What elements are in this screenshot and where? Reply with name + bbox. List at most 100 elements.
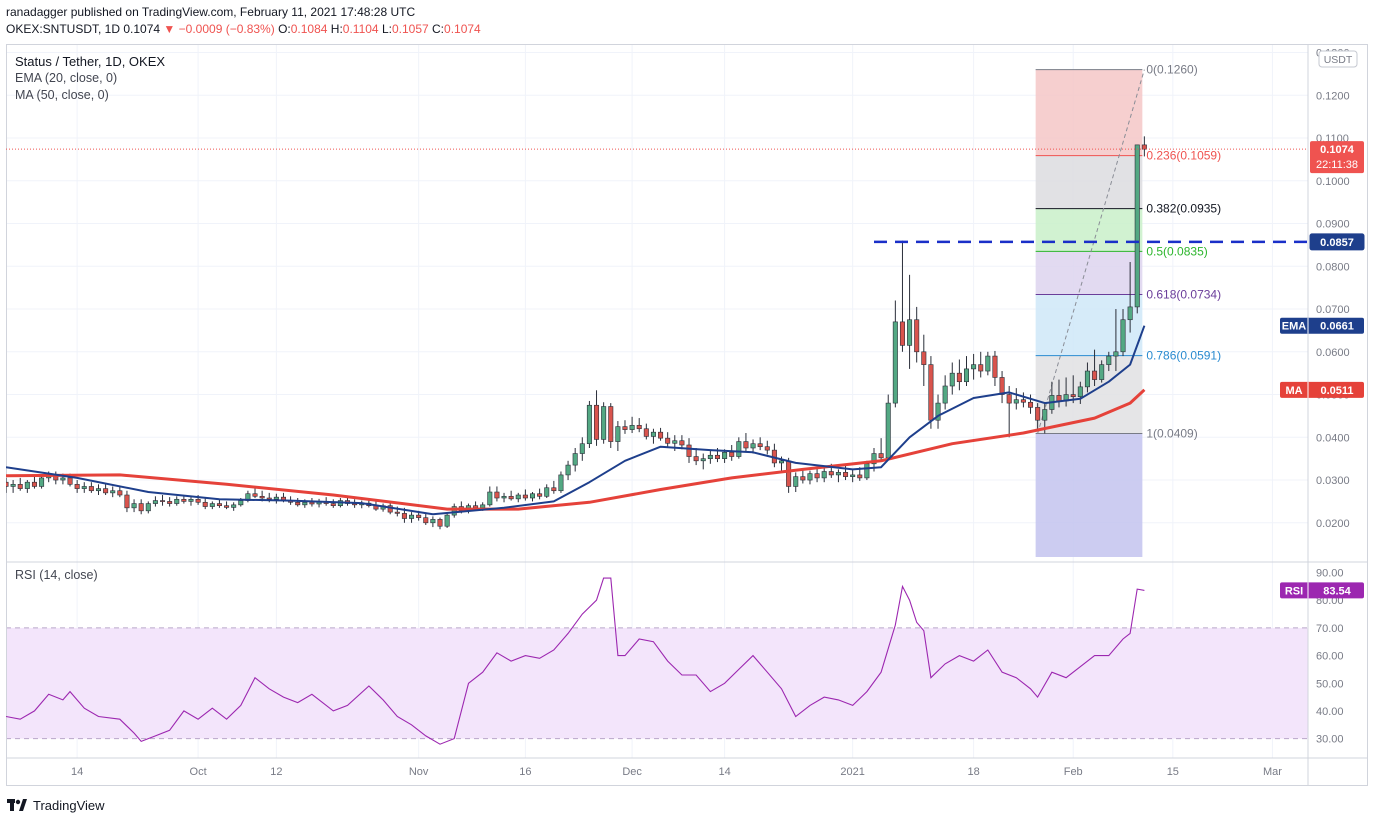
candle-body	[39, 477, 45, 487]
ema-tag-label: EMA	[1282, 321, 1307, 333]
candle	[81, 482, 87, 493]
candle	[679, 435, 685, 450]
time-tick-label: Oct	[190, 766, 207, 778]
time-tick-label: Mar	[1263, 766, 1282, 778]
candle-body	[110, 490, 116, 494]
candle-body	[202, 501, 208, 507]
time-tick-label: 2021	[840, 766, 864, 778]
candle	[594, 390, 600, 446]
candle-body	[145, 503, 151, 512]
candle	[942, 375, 948, 410]
candle-body	[167, 501, 173, 504]
price-chart[interactable]: 0(0.1260) 0.236(0.1059) 0.382(0.0935) 0.5(0…	[6, 44, 1368, 786]
candle	[544, 484, 550, 499]
candle	[1006, 386, 1012, 438]
fib-label: 0.5(0.0835)	[1146, 244, 1207, 258]
time-tick-label: 15	[1167, 766, 1179, 778]
rsi-tick-label: 30.00	[1316, 734, 1344, 746]
candle-body	[238, 500, 244, 506]
candle-body	[971, 364, 977, 370]
candle-body	[1127, 306, 1133, 321]
candle	[6, 477, 9, 493]
rsi-tick-label: 90.00	[1316, 568, 1344, 580]
time-tick-label: 14	[718, 766, 730, 778]
candle-body	[779, 460, 785, 464]
candle-body	[537, 493, 543, 497]
candle	[444, 512, 450, 528]
candle-body	[302, 501, 308, 506]
candle	[1106, 351, 1112, 372]
chart-legend: Status / Tether, 1D, OKEX EMA (20, close…	[15, 53, 165, 104]
candle	[1141, 136, 1147, 157]
candle	[487, 486, 493, 507]
candle	[231, 502, 237, 511]
close-label: C:	[432, 22, 445, 36]
candle	[88, 482, 94, 493]
candle	[202, 498, 208, 510]
candle	[565, 460, 571, 481]
candle-body	[864, 463, 870, 479]
time-tick-label: Feb	[1064, 766, 1083, 778]
candle	[1120, 309, 1126, 357]
candle-body	[693, 456, 699, 462]
candle-body	[522, 494, 528, 499]
close-value: 0.1074	[444, 22, 481, 36]
candle-body	[622, 426, 628, 430]
candle-body	[103, 488, 109, 494]
candle-body	[707, 454, 713, 459]
moving-averages	[6, 325, 1146, 745]
last-price-tag-text: 0.1074	[1320, 144, 1355, 156]
symbol-ohlc-line: OKEX:SNTUSDT, 1D 0.1074 ▼ −0.0009 (−0.83…	[6, 21, 481, 38]
candle	[529, 492, 535, 502]
price-tick-label: 0.0700	[1316, 304, 1350, 316]
candle-body	[594, 404, 600, 440]
candle	[793, 472, 799, 493]
time-tick-label: Nov	[409, 766, 429, 778]
fib-label: 0.786(0.0591)	[1146, 349, 1221, 363]
candle-body	[81, 486, 87, 489]
candle-body	[174, 498, 180, 504]
candle	[31, 475, 37, 489]
candle-body	[743, 441, 749, 449]
candle-body	[1035, 407, 1041, 421]
candle-body	[558, 474, 564, 492]
ema-tag-box	[1280, 317, 1364, 334]
candle	[423, 513, 429, 525]
candle-body	[878, 453, 884, 459]
candle-body	[67, 477, 73, 485]
candle-body	[181, 498, 187, 502]
candle-body	[437, 519, 443, 527]
candle	[508, 490, 514, 501]
legend-ema[interactable]: EMA (20, close, 0)	[15, 71, 118, 85]
high-value: 0.1104	[342, 22, 379, 36]
candle	[992, 350, 998, 386]
legend-title[interactable]: Status / Tether, 1D, OKEX	[15, 54, 166, 69]
candle	[1084, 362, 1090, 393]
candle-body	[1106, 355, 1112, 365]
tradingview-logo-icon	[7, 799, 27, 811]
last-price: 0.1074	[123, 22, 161, 36]
candle-body	[750, 443, 756, 449]
candle	[729, 444, 735, 461]
candle	[17, 477, 23, 491]
fib-zone	[1035, 208, 1143, 252]
candle	[1113, 309, 1119, 372]
currency-badge: USDT	[1318, 50, 1358, 68]
candle	[608, 403, 614, 448]
candle-body	[430, 519, 436, 524]
candle	[885, 394, 891, 460]
candle	[1070, 375, 1076, 404]
rsi-tick-label: 50.00	[1316, 678, 1344, 690]
price-tick-label: 0.0600	[1316, 347, 1350, 359]
price-tick-label: 0.1200	[1316, 90, 1350, 102]
candle	[686, 438, 692, 463]
rsi-tag: RSI 83.54	[1280, 582, 1364, 599]
open-label: O:	[278, 22, 291, 36]
symbol-name: OKEX:SNTUSDT, 1D	[6, 22, 121, 36]
legend-ma[interactable]: MA (50, close, 0)	[15, 88, 109, 102]
candle-body	[935, 402, 941, 421]
candle-body	[729, 451, 735, 457]
rsi-legend[interactable]: RSI (14, close)	[15, 568, 98, 582]
candle-body	[807, 473, 813, 481]
down-arrow-icon: ▼	[163, 22, 176, 36]
